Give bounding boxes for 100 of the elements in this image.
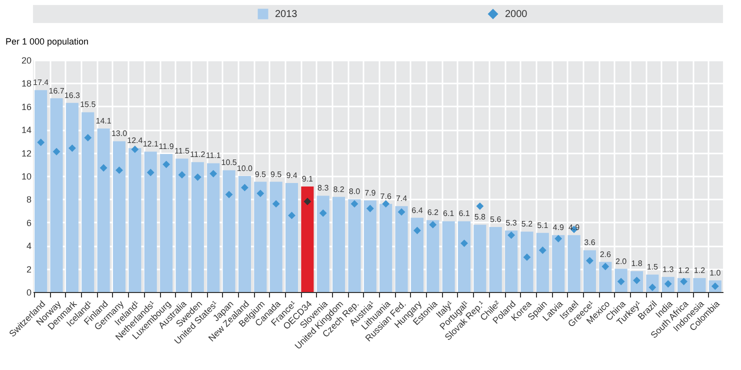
data-label: 9.5 [254,170,266,179]
data-label: 7.6 [380,192,392,201]
data-label: 7.9 [364,188,376,198]
point [240,184,248,192]
bar [348,199,361,292]
point [100,164,108,172]
bar [34,90,48,292]
bar [536,232,549,292]
point [68,144,76,152]
bar [176,158,188,292]
data-label: 1.5 [646,262,659,272]
point [178,171,186,179]
point [413,226,421,234]
bar [97,128,110,292]
point [52,148,60,156]
y-tick-label: 10 [21,172,32,182]
point [602,262,610,270]
y-tick-label: 12 [21,148,32,158]
data-label: 11.2 [190,150,206,160]
bar [442,221,455,292]
bar [66,102,78,292]
point [476,202,484,210]
data-label: 7.4 [396,194,408,204]
y-tick-label: 0 [26,288,32,298]
y-tick-label: 14 [21,125,32,136]
data-label: 16.3 [64,90,81,100]
data-label: 5.2 [521,220,534,229]
bar [316,196,330,292]
bar [82,112,94,292]
legend-label: 2013 [275,9,298,20]
point [382,200,390,208]
point [225,190,233,198]
point [319,209,327,217]
point [460,240,468,247]
point [366,204,374,212]
point [398,208,406,216]
data-label: 12.4 [127,136,144,146]
bar [599,262,612,292]
y-tick-label: 18 [21,78,32,89]
data-label: 5.6 [490,215,502,224]
point [194,173,202,181]
bar [160,154,173,292]
data-label: 5.3 [506,218,518,228]
point [523,253,531,261]
bar [238,176,251,292]
point [554,234,562,242]
data-label: 1.0 [710,268,722,278]
data-label: 2.0 [616,256,628,266]
data-label: 1.3 [662,264,674,274]
bar [426,220,440,292]
bar [520,232,534,292]
bar [568,235,580,292]
data-label: 17.4 [33,78,50,88]
bar [128,148,142,292]
bar [364,200,376,292]
data-label: 1.8 [631,259,643,268]
data-label: 4.9 [552,223,564,232]
bar [270,182,282,292]
data-label: 11.1 [206,151,222,160]
bar [332,196,346,292]
data-label: 6.1 [458,209,470,218]
y-tick-label: 6 [26,218,32,228]
bar [191,162,204,292]
data-label: 15.5 [80,100,96,110]
point [84,134,92,142]
bar [489,227,502,292]
point [288,212,296,220]
bar [505,230,518,292]
bar [207,163,220,292]
data-label: 10.5 [221,158,238,168]
bar [254,182,267,292]
y-tick-label: 8 [26,194,32,205]
data-label: 5.8 [474,212,486,222]
point [350,200,358,208]
bar [380,204,392,292]
data-label: 8.2 [333,184,345,194]
data-label: 14.1 [96,116,112,126]
bar [144,152,157,292]
data-label: 6.1 [443,209,455,218]
bar [395,206,408,292]
point [272,200,280,208]
point [304,198,312,206]
bar [222,170,236,292]
y-axis-title: Per 1 000 population [6,36,89,46]
point [538,246,546,254]
data-label: 13.0 [111,129,128,138]
point [586,256,594,264]
data-label: 12.1 [142,140,159,149]
y-tick-label: 4 [26,241,32,252]
point [648,284,656,292]
data-label: 8.0 [348,187,361,196]
data-label: 3.6 [584,238,596,248]
data-label: 9.1 [302,174,314,184]
bar [583,250,596,292]
data-label: 5.1 [537,220,549,230]
bar [458,221,471,292]
bar [410,218,424,292]
data-label: 2.6 [600,250,612,259]
bar [285,182,298,292]
bar [301,186,314,292]
